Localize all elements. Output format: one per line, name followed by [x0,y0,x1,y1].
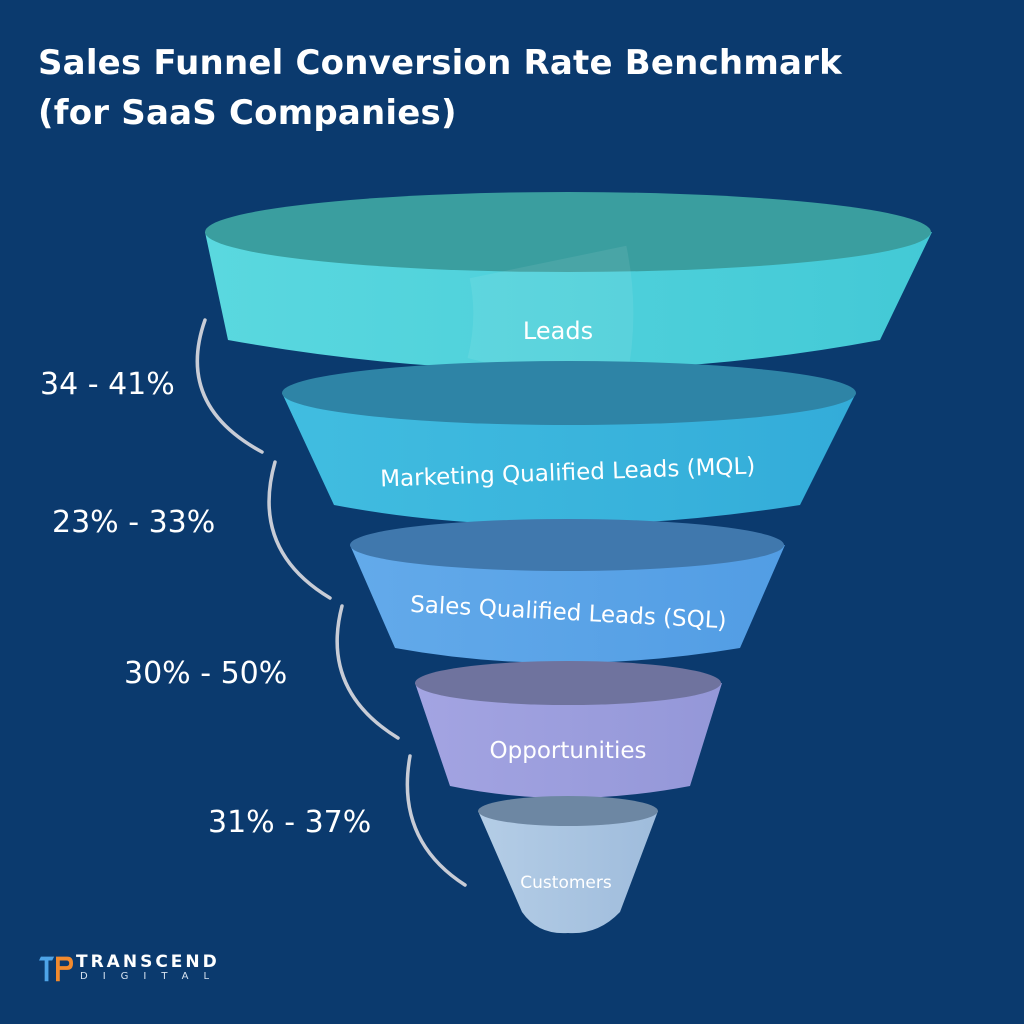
conversion-rate-leads-to-mql: 34 - 41% [40,367,175,402]
stage-label-opportunities: Opportunities [490,738,647,764]
title-line-2: (for SaaS Companies) [38,93,457,133]
conversion-rate-sql-to-opportunities: 30% - 50% [124,656,288,691]
funnel-stage-customers: Customers [478,796,658,934]
stage-label-customers: Customers [520,873,612,893]
transcend-logo-icon [39,956,73,982]
rate-arc-1 [195,318,264,454]
rate-arc-4 [405,754,467,887]
logo-name-line-1: TRANSCEND [76,952,220,972]
funnel-stage-mql: Marketing Qualified Leads (MQL) [282,361,856,525]
conversion-rate-opportunities-to-customers: 31% - 37% [208,805,372,840]
logo-name-line-2: DIGITAL [80,971,225,982]
rate-arc-3 [335,604,400,740]
funnel-stage-opportunities: Opportunities [415,661,722,798]
rate-arc-2 [267,460,332,600]
conversion-rate-mql-to-sql: 23% - 33% [52,505,216,540]
funnel-stage-sql: Sales Qualified Leads (SQL) [350,519,785,663]
page-title: Sales Funnel Conversion Rate Benchmark (… [38,38,938,138]
stage-label-leads: Leads [523,317,593,345]
title-line-1: Sales Funnel Conversion Rate Benchmark [38,43,842,83]
funnel-stage-leads: Leads [205,192,932,399]
